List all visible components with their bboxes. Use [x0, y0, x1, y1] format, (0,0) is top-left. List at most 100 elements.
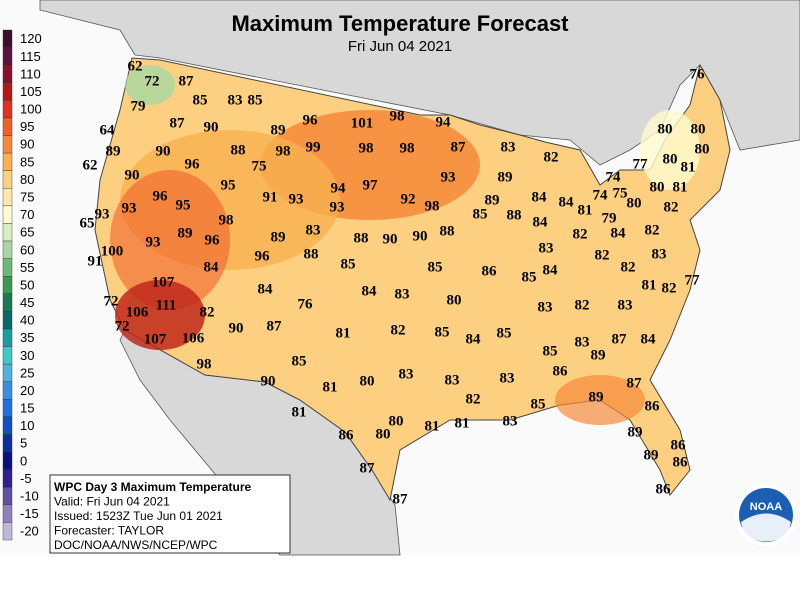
legend-swatch	[2, 381, 13, 400]
legend-swatch	[2, 152, 13, 171]
legend-swatch	[2, 29, 13, 48]
station-temp: 90	[204, 119, 219, 135]
legend-label: 80	[20, 172, 34, 187]
legend-label: 45	[20, 295, 34, 310]
station-temp: 96	[153, 188, 169, 204]
station-temp: 88	[354, 230, 369, 246]
station-temp: 84	[641, 331, 657, 347]
station-temp: 75	[613, 185, 628, 201]
station-temp: 77	[633, 156, 649, 172]
station-temp: 101	[351, 115, 374, 131]
legend-label: 95	[20, 119, 34, 134]
station-temp: 94	[436, 114, 452, 130]
station-temp: 89	[644, 447, 659, 463]
station-temp: 85	[341, 256, 356, 272]
legend-label: 40	[20, 313, 34, 328]
station-temp: 85	[531, 396, 546, 412]
station-temp: 83	[538, 299, 553, 315]
station-temp: 79	[602, 210, 617, 226]
station-temp: 91	[263, 189, 278, 205]
station-temp: 89	[178, 225, 193, 241]
station-temp: 87	[170, 115, 186, 131]
station-temp: 85	[497, 325, 512, 341]
station-temp: 96	[185, 156, 201, 172]
station-temp: 82	[466, 391, 481, 407]
legend-label: 15	[20, 401, 34, 416]
legend-label: 110	[20, 66, 41, 81]
station-temp: 81	[292, 404, 307, 420]
station-temp: 72	[115, 318, 130, 334]
station-temp: 91	[88, 253, 103, 269]
station-temp: 83	[445, 372, 460, 388]
station-temp: 93	[441, 169, 456, 185]
legend-swatch	[2, 469, 13, 488]
legend-label: 120	[20, 31, 42, 46]
station-temp: 87	[267, 318, 283, 334]
station-temp: 86	[339, 427, 355, 443]
station-temp: 98	[219, 212, 234, 228]
station-temp: 89	[271, 229, 286, 245]
station-temp: 85	[543, 343, 558, 359]
station-temp: 90	[261, 373, 276, 389]
station-temp: 89	[628, 424, 643, 440]
legend-label: 50	[20, 277, 34, 292]
legend-label: 30	[20, 348, 34, 363]
legend-swatch	[2, 522, 13, 541]
station-temp: 88	[304, 246, 319, 262]
legend-label: 65	[20, 225, 34, 240]
station-temp: 83	[501, 139, 516, 155]
station-temp: 106	[126, 304, 149, 320]
station-temp: 74	[606, 169, 622, 185]
station-temp: 96	[205, 232, 221, 248]
heat-region	[555, 375, 645, 425]
station-temp: 98	[359, 140, 374, 156]
canada	[39, 0, 800, 166]
legend-label: 70	[20, 207, 34, 222]
legend-swatch	[2, 205, 13, 224]
station-temp: 81	[673, 179, 688, 195]
legend-swatch	[2, 363, 13, 382]
legend-swatch	[2, 82, 13, 101]
legend-label: 55	[20, 260, 34, 275]
station-temp: 106	[182, 330, 205, 346]
station-temp: 82	[391, 322, 406, 338]
station-temp: 81	[336, 325, 351, 341]
station-temp: 82	[544, 149, 559, 165]
legend-label: -5	[20, 471, 32, 486]
legend-swatch	[2, 504, 13, 523]
legend-label: 100	[20, 102, 42, 117]
station-temp: 64	[100, 122, 116, 138]
station-temp: 96	[303, 112, 319, 128]
station-temp: 107	[144, 331, 167, 347]
station-temp: 93	[330, 199, 345, 215]
station-temp: 76	[298, 296, 314, 312]
legend-swatch	[2, 240, 13, 259]
station-temp: 96	[255, 248, 271, 264]
info-line: Forecaster: TAYLOR	[54, 524, 164, 538]
station-temp: 81	[425, 418, 440, 434]
station-temp: 95	[221, 177, 236, 193]
station-temp: 107	[152, 274, 175, 290]
station-temp: 89	[498, 169, 513, 185]
info-line: WPC Day 3 Maximum Temperature	[54, 480, 251, 494]
station-temp: 83	[575, 334, 590, 350]
station-temp: 82	[621, 259, 636, 275]
station-temp: 89	[591, 347, 606, 363]
legend-label: 0	[20, 453, 27, 468]
legend-label: 5	[20, 436, 27, 451]
legend-label: 60	[20, 242, 34, 257]
station-temp: 90	[383, 231, 398, 247]
legend-swatch	[2, 416, 13, 435]
station-temp: 76	[690, 66, 706, 82]
station-temp: 87	[393, 491, 409, 507]
legend-swatch	[2, 64, 13, 83]
station-temp: 93	[122, 200, 137, 216]
station-temp: 86	[673, 454, 689, 470]
station-temp: 98	[400, 140, 415, 156]
station-temp: 86	[553, 363, 569, 379]
legend-label: 85	[20, 154, 34, 169]
logo-text: NOAA	[750, 501, 782, 513]
station-temp: 84	[533, 214, 549, 230]
station-temp: 82	[573, 226, 588, 242]
station-temp: 90	[156, 143, 171, 159]
